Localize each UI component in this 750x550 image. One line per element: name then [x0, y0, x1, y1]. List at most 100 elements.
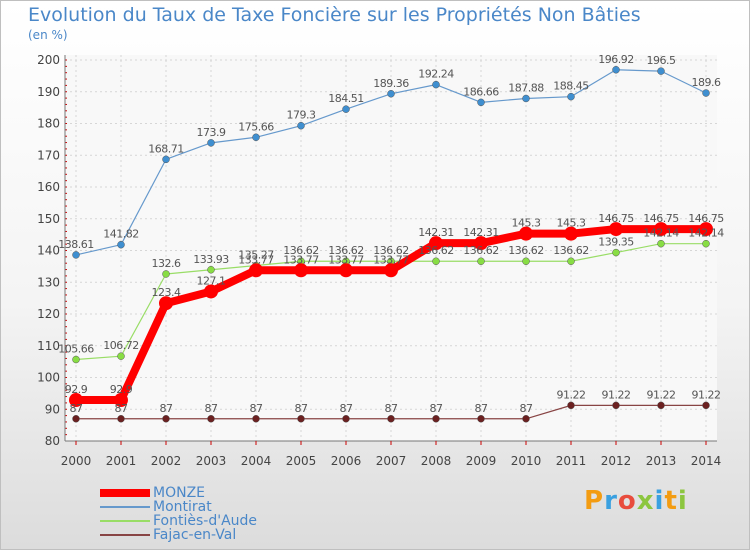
- legend-swatch-monze: [100, 489, 150, 497]
- data-label: 91.22: [557, 388, 586, 401]
- data-point: [567, 257, 575, 265]
- data-label: 136.62: [283, 244, 319, 257]
- data-label: 87: [385, 402, 398, 415]
- x-tick-label: 2011: [556, 454, 587, 468]
- x-tick-label: 2006: [331, 454, 362, 468]
- chart-title: Evolution du Taux de Taxe Foncière sur l…: [28, 4, 641, 26]
- data-point: [294, 263, 308, 278]
- y-tick-label: 150: [37, 212, 60, 226]
- legend-item-monze: MONZE: [100, 485, 205, 501]
- data-label: 136.62: [328, 244, 364, 257]
- data-point: [69, 393, 83, 408]
- data-point: [657, 67, 665, 75]
- data-point: [702, 239, 710, 248]
- data-label: 92.9: [110, 383, 133, 396]
- data-point: [612, 248, 620, 257]
- data-label: 87: [430, 402, 443, 415]
- data-label: 87: [475, 402, 488, 415]
- data-point: [339, 263, 353, 278]
- data-label: 168.71: [148, 142, 184, 155]
- data-label: 192.24: [418, 68, 454, 81]
- legend-swatch-fajac-en-val: [100, 534, 150, 536]
- data-point: [702, 401, 710, 410]
- legend-item-fonties-d-aude: Fontiès-d'Aude: [100, 513, 257, 529]
- data-point: [522, 415, 530, 423]
- data-point: [297, 415, 305, 423]
- data-point: [564, 226, 578, 241]
- data-point: [657, 401, 665, 410]
- data-point: [654, 222, 668, 237]
- data-label: 142.14: [688, 227, 724, 240]
- data-point: [477, 415, 485, 423]
- data-point: [429, 236, 443, 251]
- data-point: [204, 284, 218, 299]
- data-label: 87: [250, 402, 263, 415]
- data-point: [162, 415, 170, 423]
- data-label: 87: [115, 402, 128, 415]
- data-label: 133.77: [373, 253, 409, 266]
- data-label: 87: [340, 402, 353, 415]
- data-point: [432, 257, 440, 265]
- data-label: 145.3: [557, 217, 586, 230]
- x-tick-label: 2004: [241, 454, 272, 468]
- legend-item-fajac-en-val: Fajac-en-Val: [100, 527, 236, 543]
- data-label: 91.22: [692, 388, 721, 401]
- data-point: [249, 263, 263, 278]
- data-label: 135.27: [238, 249, 274, 262]
- x-tick-label: 2010: [511, 454, 542, 468]
- data-label: 175.66: [238, 120, 274, 133]
- data-point: [522, 94, 530, 103]
- data-point: [567, 401, 575, 410]
- data-label: 123.4: [152, 286, 181, 299]
- data-point: [162, 155, 170, 164]
- y-tick-label: 160: [37, 180, 60, 194]
- data-label: 142.31: [418, 226, 454, 239]
- data-point: [474, 236, 488, 251]
- data-label: 133.93: [193, 253, 229, 266]
- data-label: 138.61: [58, 238, 94, 251]
- data-label: 91.22: [647, 388, 676, 401]
- data-label: 196.5: [647, 54, 676, 67]
- data-point: [252, 133, 260, 142]
- legend-label: Fajac-en-Val: [153, 527, 237, 543]
- x-tick-label: 2005: [286, 454, 317, 468]
- y-tick-label: 130: [37, 275, 60, 289]
- data-label: 105.66: [58, 343, 94, 356]
- data-point: [207, 415, 215, 423]
- data-label: 187.88: [508, 81, 544, 94]
- data-label: 189.36: [373, 77, 409, 90]
- data-point: [117, 415, 125, 423]
- data-point: [657, 239, 665, 248]
- data-point: [342, 105, 350, 113]
- data-label: 136.62: [418, 244, 454, 257]
- data-label: 127.1: [197, 274, 226, 287]
- data-point: [384, 263, 398, 278]
- y-tick-label: 110: [37, 339, 60, 353]
- data-label: 133.77: [238, 253, 274, 266]
- data-label: 179.3: [287, 109, 316, 122]
- data-label: 87: [520, 402, 533, 415]
- data-label: 145.3: [512, 217, 541, 230]
- legend-label: Montirat: [153, 499, 212, 515]
- data-point: [387, 90, 395, 98]
- data-point: [252, 415, 260, 423]
- data-point: [162, 270, 170, 278]
- data-label: 106.72: [103, 339, 139, 352]
- data-point: [117, 240, 125, 249]
- x-tick-label: 2001: [106, 454, 137, 468]
- data-label: 133.77: [328, 253, 364, 266]
- data-label: 188.45: [553, 80, 589, 93]
- data-label: 132.6: [152, 257, 181, 270]
- data-label: 186.66: [463, 85, 499, 98]
- x-tick-label: 2009: [466, 454, 497, 468]
- data-point: [207, 266, 215, 274]
- data-point: [72, 415, 80, 423]
- legend-label: MONZE: [153, 485, 206, 501]
- data-label: 196.92: [598, 53, 634, 66]
- proxiti-logo: Proxiti: [584, 486, 688, 516]
- data-point: [477, 257, 485, 265]
- y-tick-label: 170: [37, 148, 60, 162]
- x-tick-label: 2003: [196, 454, 227, 468]
- legend-swatch-montirat: [100, 506, 150, 508]
